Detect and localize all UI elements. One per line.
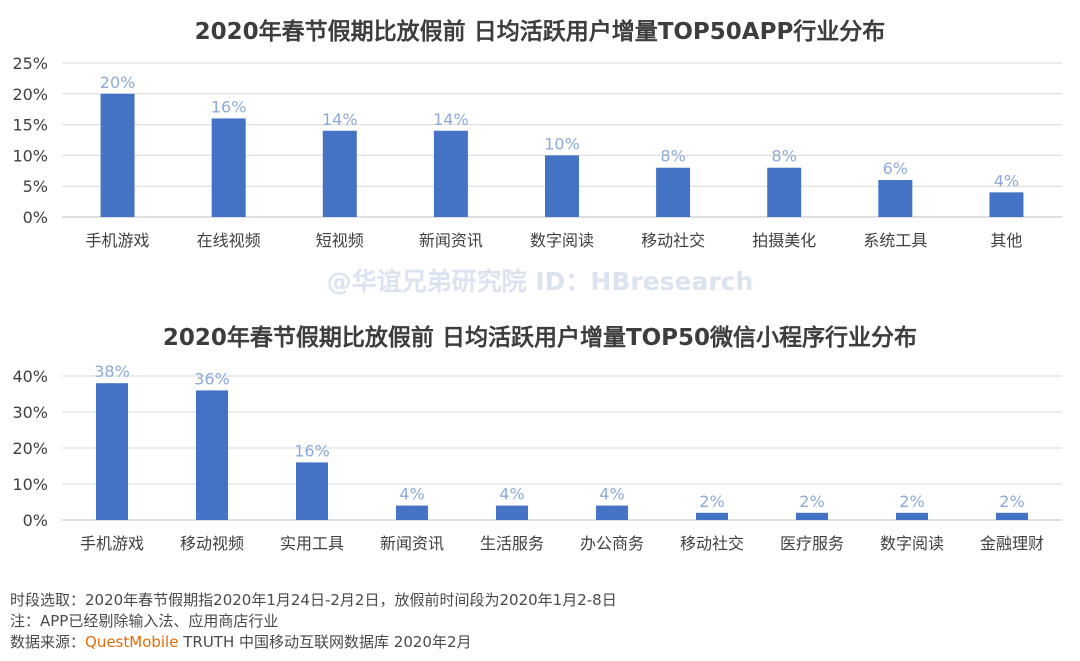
chart-2-data-label: 4% bbox=[499, 485, 524, 504]
chart-1-data-label: 10% bbox=[544, 134, 580, 153]
chart-1: 0% 5% 10% 15% 20% 25% 20% 手机游戏 16% 在线视频 14% 短视频 14% 新… bbox=[12, 54, 1062, 250]
chart-2-y-tick-label: 20% bbox=[12, 439, 48, 458]
chart-2-category-label: 移动视频 bbox=[180, 534, 244, 553]
chart-1-category-label: 短视频 bbox=[316, 231, 364, 250]
chart-1-data-label: 16% bbox=[211, 97, 247, 116]
chart-1-title: 2020年春节假期比放假前 日均活跃用户增量TOP50APP行业分布 bbox=[194, 19, 886, 45]
chart-2-category-label: 移动社交 bbox=[680, 534, 744, 553]
chart-2-bar bbox=[796, 512, 828, 520]
chart-2-data-label: 2% bbox=[899, 492, 924, 511]
chart-1-y-tick-label: 25% bbox=[12, 54, 48, 73]
chart-2-data-label: 36% bbox=[194, 369, 230, 388]
footer-source-brand: QuestMobile bbox=[85, 633, 179, 651]
chart-2-bar bbox=[896, 512, 928, 520]
chart-1-data-label: 4% bbox=[994, 171, 1019, 190]
chart-1-y-tick-label: 10% bbox=[12, 146, 48, 165]
chart-2-category-label: 实用工具 bbox=[280, 534, 344, 553]
chart-2-category-label: 金融理财 bbox=[980, 534, 1044, 553]
chart-2-data-label: 16% bbox=[294, 441, 330, 460]
chart-1-bar bbox=[211, 118, 246, 217]
chart-2-category-label: 医疗服务 bbox=[780, 534, 844, 553]
chart-2-y-tick-label: 0% bbox=[23, 511, 48, 530]
chart-2-category-label: 办公商务 bbox=[580, 534, 644, 553]
chart-1-data-label: 20% bbox=[100, 73, 136, 92]
chart-2-bar bbox=[96, 383, 128, 520]
footer-source-suffix: TRUTH 中国移动互联网数据库 2020年2月 bbox=[178, 633, 472, 651]
chart-2-category-label: 数字阅读 bbox=[880, 534, 944, 553]
chart-1-bar bbox=[767, 167, 802, 217]
chart-1-y-tick-label: 20% bbox=[12, 85, 48, 104]
chart-2-y-tick-label: 40% bbox=[12, 367, 48, 386]
chart-2-bar bbox=[596, 505, 628, 520]
chart-1-category-label: 移动社交 bbox=[641, 231, 705, 250]
chart-2-data-label: 2% bbox=[999, 492, 1024, 511]
footer-exclusion-note: 注：APP已经剔除输入法、应用商店行业 bbox=[10, 612, 279, 630]
chart-1-bar bbox=[989, 192, 1024, 217]
chart-1-bar bbox=[100, 93, 135, 217]
footer-source-prefix: 数据来源： bbox=[10, 633, 86, 651]
chart-2-data-label: 2% bbox=[699, 492, 724, 511]
chart-1-category-label: 数字阅读 bbox=[530, 231, 594, 250]
chart-1-data-label: 14% bbox=[322, 110, 358, 129]
chart-1-bar bbox=[878, 180, 913, 217]
chart-2-y-tick-label: 10% bbox=[12, 475, 48, 494]
chart-2-bar bbox=[496, 505, 528, 520]
chart-1-y-tick-label: 0% bbox=[23, 208, 48, 227]
chart-2-data-label: 2% bbox=[799, 492, 824, 511]
chart-1-category-label: 拍摄美化 bbox=[752, 231, 816, 250]
chart-2-data-label: 4% bbox=[399, 485, 424, 504]
chart-1-category-label: 在线视频 bbox=[197, 231, 261, 250]
chart-2-bar bbox=[996, 512, 1028, 520]
chart-1-data-label: 8% bbox=[772, 147, 797, 166]
chart-1-y-tick-label: 5% bbox=[23, 177, 48, 196]
chart-1-category-label: 系统工具 bbox=[863, 231, 927, 250]
chart-1-bar bbox=[433, 130, 468, 217]
watermark: @华谊兄弟研究院 ID：HBresearch bbox=[326, 267, 754, 296]
chart-2: 0% 10% 20% 30% 40% 38% 手机游戏 36% 移动视频 16% 实用工具 4% 新闻资… bbox=[12, 362, 1062, 553]
chart-1-bar bbox=[545, 155, 579, 217]
chart-2-bar bbox=[196, 390, 228, 520]
chart-2-category-label: 生活服务 bbox=[480, 534, 544, 553]
chart-2-category-label: 手机游戏 bbox=[80, 534, 144, 553]
chart-1-data-label: 14% bbox=[433, 110, 469, 129]
chart-2-category-label: 新闻资讯 bbox=[380, 534, 444, 553]
chart-1-data-label: 6% bbox=[883, 159, 908, 178]
chart-2-data-label: 38% bbox=[94, 362, 130, 381]
chart-2-bar bbox=[296, 462, 328, 520]
chart-1-data-label: 8% bbox=[660, 147, 685, 166]
chart-1-category-label: 新闻资讯 bbox=[419, 231, 483, 250]
chart-1-category-label: 手机游戏 bbox=[86, 231, 150, 250]
chart-2-bar bbox=[396, 505, 428, 520]
chart-1-category-label: 其他 bbox=[990, 231, 1022, 250]
chart-2-data-label: 4% bbox=[599, 485, 624, 504]
chart-1-bar bbox=[656, 167, 691, 217]
footer-source: 数据来源：QuestMobile TRUTH 中国移动互联网数据库 2020年2… bbox=[10, 631, 472, 652]
chart-1-bar bbox=[322, 130, 357, 217]
footer-period-note: 时段选取：2020年春节假期指2020年1月24日-2月2日，放假前时间段为20… bbox=[10, 591, 617, 609]
chart-2-title: 2020年春节假期比放假前 日均活跃用户增量TOP50微信小程序行业分布 bbox=[162, 325, 918, 351]
chart-2-y-tick-label: 30% bbox=[12, 403, 48, 422]
chart-2-bar bbox=[696, 512, 728, 520]
chart-1-y-tick-label: 15% bbox=[12, 116, 48, 135]
